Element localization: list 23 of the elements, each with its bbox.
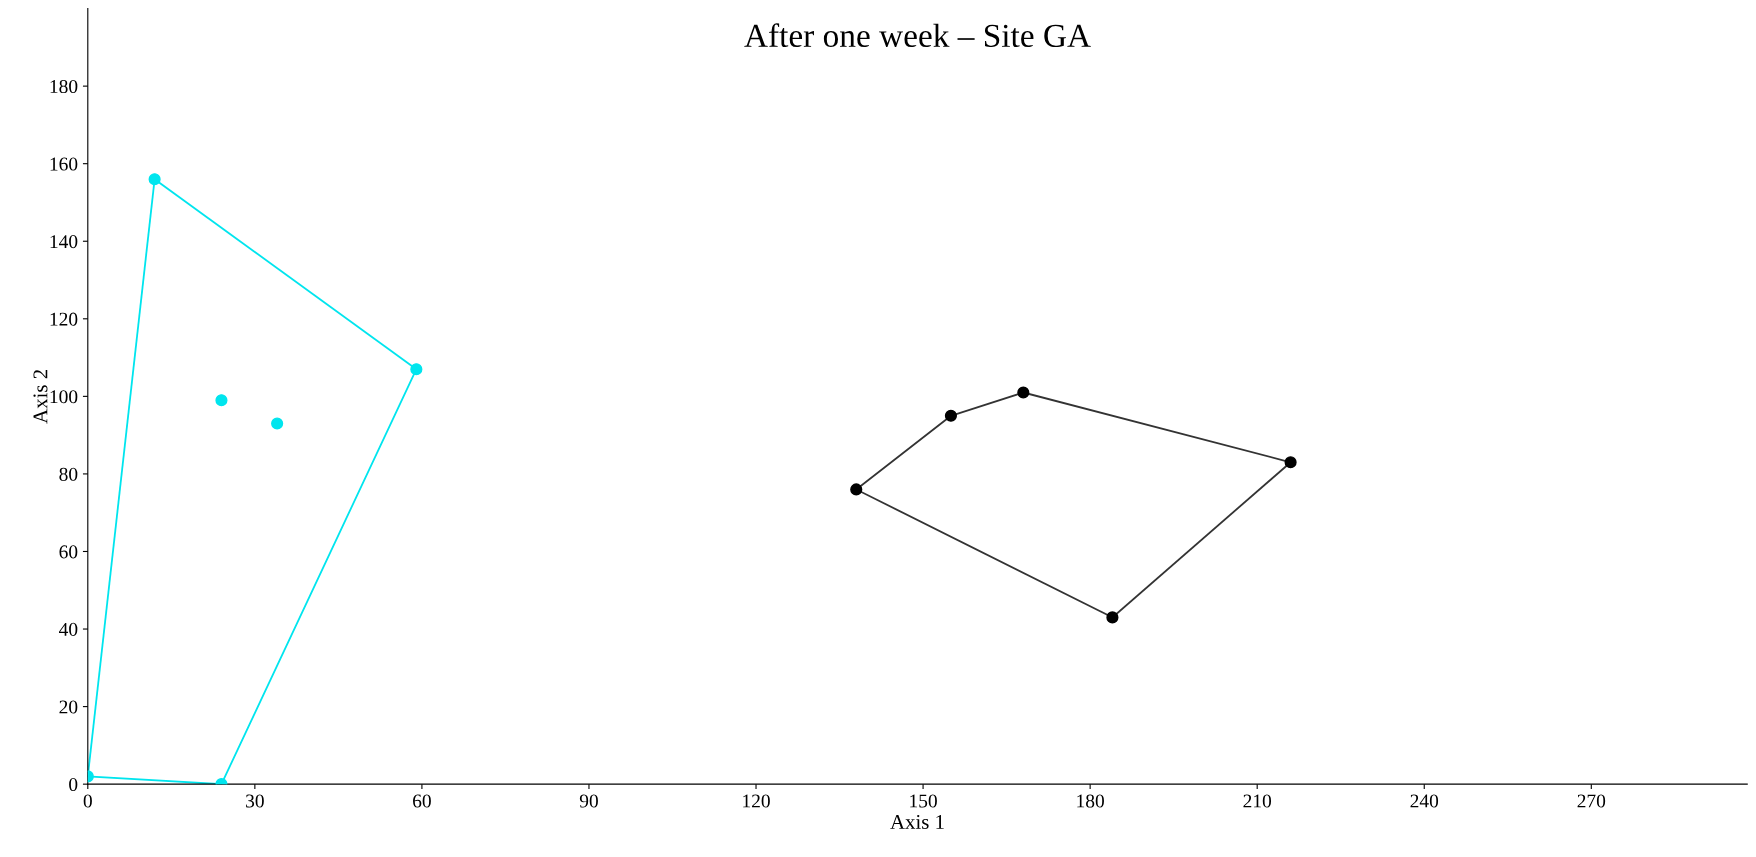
x-tick-label: 270 — [1577, 794, 1606, 808]
y-tick-label: 60 — [59, 545, 78, 559]
x-tick-label: 150 — [910, 794, 937, 808]
x-tick-label: 30 — [246, 794, 264, 808]
x-tick-label: 210 — [1243, 794, 1272, 808]
x-tick-label: 240 — [1410, 794, 1439, 808]
y-tick-label: 0 — [69, 777, 78, 792]
x-tick-label: 120 — [743, 794, 770, 808]
x-tick-label: 90 — [579, 794, 598, 808]
y-tick-label: 80 — [59, 467, 78, 481]
y-tick-label: 20 — [59, 700, 78, 714]
y-tick-label: 180 — [50, 79, 78, 94]
x-tick-label: 0 — [83, 794, 92, 808]
y-axis-title: Axis 2 — [33, 370, 48, 424]
x-tick-label: 180 — [1077, 794, 1104, 808]
chart-title: After one week – Site GA — [744, 23, 1091, 48]
y-tick-label: 160 — [50, 157, 78, 171]
y-tick-label: 40 — [59, 622, 78, 636]
x-tick-label: 60 — [413, 794, 431, 808]
y-tick-label: 120 — [50, 312, 78, 326]
y-tick-label: 100 — [50, 390, 78, 404]
y-tick-label: 140 — [50, 235, 78, 249]
x-axis-title: Axis 1 — [890, 814, 944, 829]
